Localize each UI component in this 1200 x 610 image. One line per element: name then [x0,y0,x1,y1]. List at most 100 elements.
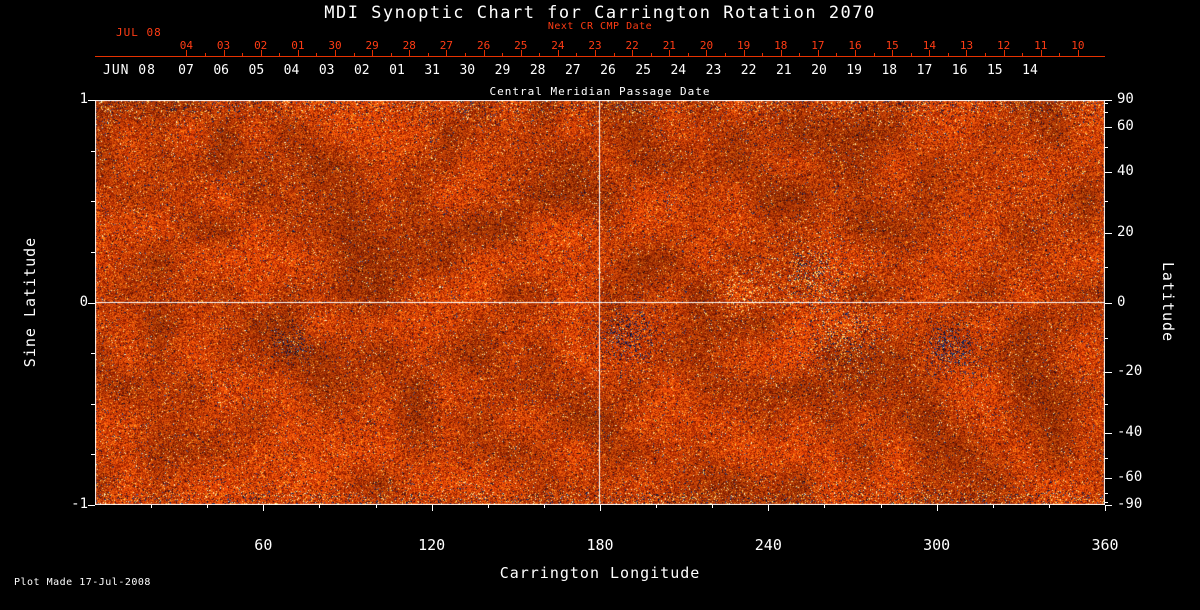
latitude-tick-label: -90 [1117,496,1143,512]
cmp-date-tick-label: 25 [635,63,651,78]
cmp-date-tick-label: 15 [986,63,1003,78]
next-cr-axis-minor-tick [391,53,392,56]
longitude-tick-label: 60 [254,536,273,554]
next-cr-date-tick-label: 17 [811,39,825,52]
sine-latitude-tick-label: 0 [79,293,88,310]
right-axis-minor-tick [1105,112,1108,113]
next-cr-axis-minor-tick [279,53,280,56]
next-cr-date-tick-label: 25 [514,39,528,52]
next-cr-date-tick-label: 15 [885,39,899,52]
next-cr-date-tick-label: 03 [216,39,231,52]
next-cr-axis-minor-tick [354,53,355,56]
latitude-tick-label: 20 [1117,224,1134,241]
bottom-axis-minor-tick [993,505,994,508]
next-cr-axis-minor-tick [465,53,466,56]
latitude-tick-label: 40 [1117,163,1134,180]
latitude-tick-label: 60 [1117,118,1134,135]
latitude-tick-label: -60 [1117,468,1143,485]
next-cr-axis-tick [595,50,596,56]
next-cr-axis-minor-tick [651,53,652,56]
next-cr-axis-minor-tick [1022,53,1023,56]
next-cr-axis-tick [632,50,633,56]
bottom-axis-minor-tick [881,505,882,508]
cmp-date-tick-label: 30 [459,63,476,78]
left-axis-minor-tick [91,151,95,152]
bottom-axis-tick [937,505,938,511]
next-cr-axis-minor-tick [985,53,986,56]
left-axis-minor-tick [91,404,95,405]
next-cr-axis-tick [521,50,522,56]
latitude-tick-label: 90 [1117,91,1134,107]
next-cr-month-label: JUL 08 [116,26,162,39]
next-cr-date-tick-label: 27 [439,39,454,52]
next-cr-axis-tick [966,50,967,56]
sine-latitude-tick-label: 1 [79,91,88,107]
next-cr-date-tick-label: 23 [588,39,602,52]
next-cr-axis-minor-tick [576,53,577,56]
longitude-tick-label: 360 [1091,536,1119,554]
next-cr-date-tick-label: 13 [959,39,974,52]
next-cr-axis-minor-tick [836,53,837,56]
left-axis-tick [88,303,95,304]
next-cr-axis-tick [1078,50,1079,56]
next-cr-axis-minor-tick [688,53,689,56]
right-axis-tick [1105,478,1112,479]
bottom-axis-tick [1105,505,1106,511]
bottom-axis-minor-tick [151,505,152,508]
chart-title: MDI Synoptic Chart for Carrington Rotati… [324,3,876,23]
cmp-date-tick-label: 19 [846,63,862,78]
bottom-axis-minor-tick [319,505,320,508]
next-cr-axis-minor-tick [502,53,503,56]
next-cr-date-tick-label: 10 [1071,39,1085,52]
next-cr-axis-tick [298,50,299,56]
left-axis-minor-tick [91,252,95,253]
right-axis-minor-tick [1105,458,1108,459]
cmp-date-tick-label: 26 [600,63,616,78]
next-cr-axis-minor-tick [428,53,429,56]
latitude-tick-label: -20 [1117,362,1143,379]
left-axis-title: Sine Latitude [21,236,39,368]
next-cr-axis-tick [409,50,410,56]
longitude-tick-label: 180 [586,536,614,554]
next-cr-axis-minor-tick [762,53,763,56]
bottom-axis-minor-tick [712,505,713,508]
cmp-date-tick-label: 23 [705,63,722,78]
left-axis-tick [88,505,95,506]
next-cr-date-tick-label: 12 [997,39,1011,52]
right-axis-tick [1105,505,1112,506]
next-cr-axis-minor-tick [911,53,912,56]
next-cr-axis-minor-tick [725,53,726,56]
next-cr-axis-minor-tick [316,53,317,56]
bottom-axis-minor-tick [544,505,545,508]
next-cr-axis-tick [892,50,893,56]
bottom-axis-minor-tick [207,505,208,508]
next-cr-axis-minor-tick [948,53,949,56]
cmp-date-tick-label: 18 [881,63,898,78]
left-axis-minor-tick [91,454,95,455]
sine-latitude-tick-label: -1 [71,496,88,512]
right-axis-minor-tick [1105,493,1108,494]
next-cr-date-tick-label: 04 [179,39,194,52]
cmp-date-tick-label: 29 [494,63,511,78]
next-cr-date-tick-label: 26 [476,39,491,52]
cmp-date-tick-label: 22 [740,63,757,78]
right-axis-minor-tick [1105,267,1108,268]
right-axis-tick [1105,372,1112,373]
cmp-date-tick-label: 21 [775,63,792,78]
next-cr-axis-tick [706,50,707,56]
right-axis-tick [1105,172,1112,173]
next-cr-axis-minor-tick [205,53,206,56]
next-cr-axis-tick [855,50,856,56]
next-cr-date-tick-label: 02 [254,39,268,52]
next-cr-axis-tick [446,50,447,56]
next-cr-axis-minor-tick [1059,53,1060,56]
next-cr-cmp-date-label: Next CR CMP Date [547,21,653,32]
next-cr-date-tick-label: 16 [848,39,862,52]
bottom-axis-minor-tick [824,505,825,508]
next-cr-date-tick-label: 18 [774,39,788,52]
right-axis-tick [1105,303,1112,304]
cmp-date-tick-label: 02 [353,63,370,78]
cmp-axis-caption: Central Meridian Passage Date [489,85,711,98]
right-axis-tick [1105,100,1112,101]
right-axis-tick [1105,127,1112,128]
